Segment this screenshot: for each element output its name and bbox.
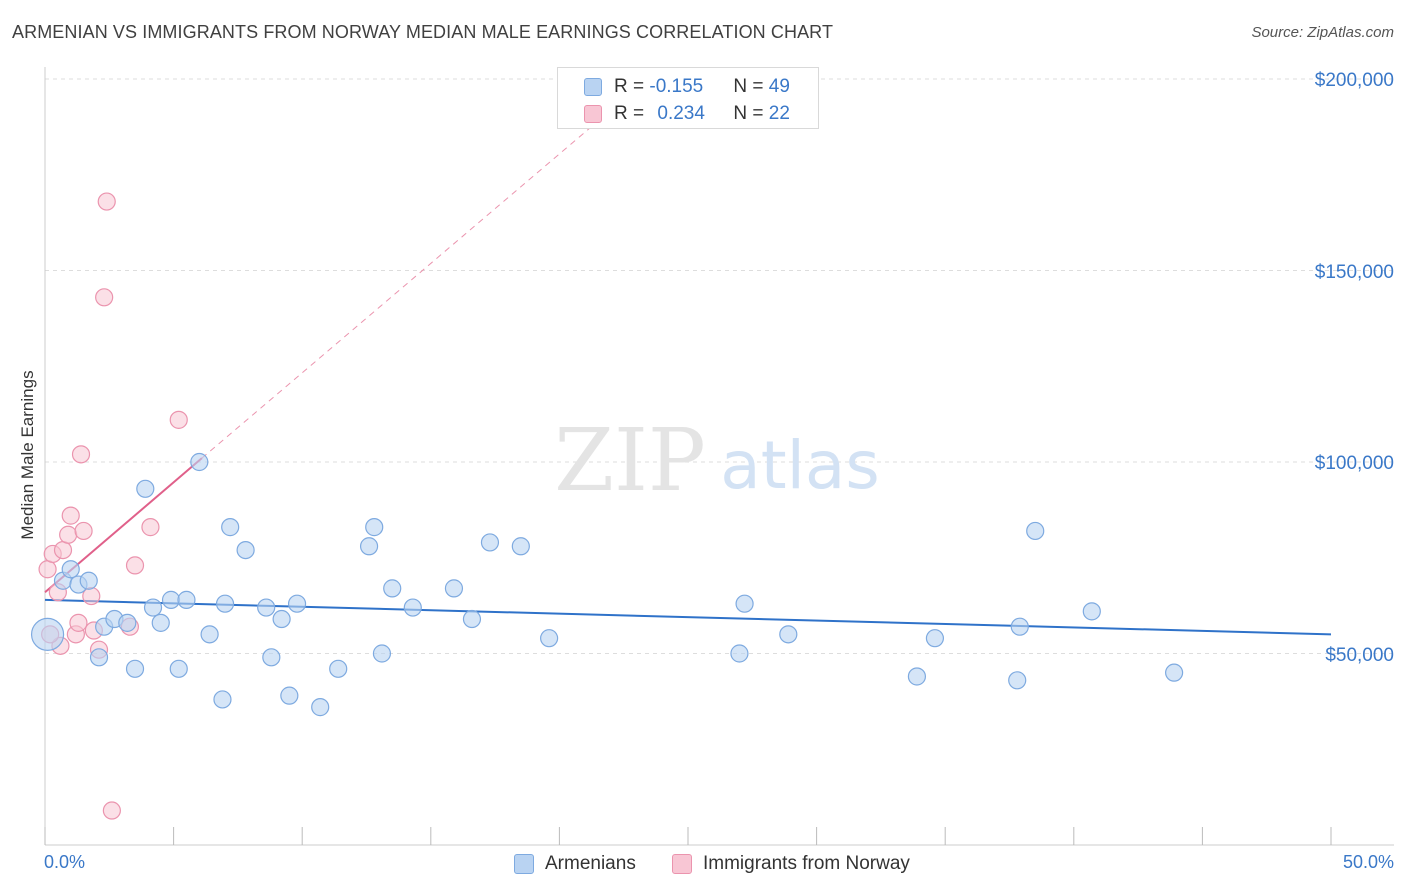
armenians-swatch — [584, 78, 602, 96]
norway-swatch — [584, 105, 602, 123]
bottom-legend-norway: Immigrants from Norway — [672, 851, 910, 877]
armenians-point — [143, 598, 163, 617]
armenians-point — [480, 533, 500, 552]
x-tick-label-min: 0.0% — [44, 852, 86, 872]
armenians-point — [79, 571, 98, 590]
y-tick-label-3: $200,000 — [1314, 70, 1394, 91]
y-tick-label-1: $100,000 — [1314, 453, 1394, 474]
norway-point — [95, 288, 114, 307]
armenians-point — [280, 686, 299, 705]
armenians-point — [403, 598, 422, 617]
data-points — [30, 192, 1184, 820]
armenians-point — [169, 659, 188, 678]
armenians-point — [30, 617, 65, 651]
armenians-point — [190, 452, 209, 472]
watermark-zip: ZIP — [554, 411, 706, 511]
armenians-point — [177, 590, 196, 609]
armenians-point — [125, 659, 145, 678]
norway-point — [97, 192, 116, 211]
norway-point — [102, 801, 121, 820]
armenians-point — [1026, 521, 1045, 541]
armenians-point — [136, 479, 155, 498]
x-tick-label-max: 50.0% — [1342, 852, 1394, 872]
armenians-point — [236, 540, 255, 560]
armenians-point — [540, 629, 559, 648]
norway-legend-swatch — [672, 854, 692, 874]
norway-point — [38, 560, 57, 579]
armenians-point — [907, 667, 927, 686]
armenians-point — [161, 590, 181, 609]
armenians-legend-swatch — [514, 854, 534, 874]
norway-legend-label: Immigrants from Norway — [703, 853, 910, 874]
norway-point — [61, 506, 80, 525]
armenians-point — [200, 625, 219, 644]
norway-point — [169, 410, 188, 429]
armenians-point — [215, 594, 235, 613]
norway-r-value: 0.234 — [657, 103, 705, 124]
legend-row-armenians: R = -0.155 N = 49 — [584, 75, 790, 99]
armenians-r-label: R = — [614, 76, 650, 97]
armenians-point — [735, 594, 754, 613]
armenians-point — [272, 609, 291, 629]
norway-r-label: R = — [614, 103, 650, 124]
armenians-point — [257, 598, 276, 617]
gridlines — [45, 78, 1394, 654]
y-tick-label-2: $150,000 — [1314, 261, 1394, 283]
norway-n-label: N = — [733, 103, 769, 124]
armenians-point — [118, 613, 137, 632]
armenians-point — [61, 560, 80, 579]
armenians-point — [311, 698, 330, 717]
norway-point — [71, 445, 91, 464]
armenians-legend-label: Armenians — [545, 853, 636, 874]
legend-row-norway: R = 0.234 N = 22 — [584, 102, 790, 126]
armenians-point — [462, 609, 482, 629]
norway-trend-extension — [201, 120, 599, 459]
armenians-point — [1165, 663, 1184, 682]
watermark-atlas: atlas — [720, 427, 880, 504]
watermark: ZIP atlas — [554, 411, 880, 511]
armenians-point — [779, 625, 798, 644]
armenians-n-value: 49 — [768, 76, 790, 97]
armenians-point — [444, 579, 464, 598]
armenians-point — [287, 594, 307, 613]
norway-point — [69, 613, 88, 632]
armenians-point — [329, 659, 348, 678]
armenians-point — [511, 537, 530, 556]
armenians-point — [151, 613, 170, 632]
armenians-r-value: -0.155 — [649, 76, 704, 97]
axes — [44, 67, 1394, 846]
source-label: Source: ZipAtlas.com — [1251, 24, 1394, 41]
armenians-trend-line — [44, 598, 1332, 636]
norway-point — [59, 525, 78, 544]
norway-point — [125, 556, 145, 575]
armenians-point — [730, 644, 749, 663]
armenians-point — [221, 518, 240, 537]
armenians-point — [262, 648, 281, 667]
correlation-legend: R = -0.155 N = 49 R = 0.234 N = 22 — [557, 67, 819, 129]
armenians-point — [89, 648, 109, 667]
armenians-point — [1082, 602, 1101, 621]
armenians-point — [925, 629, 945, 648]
armenians-n-label: N = — [733, 76, 769, 97]
norway-point — [141, 518, 160, 537]
chart-title: ARMENIAN VS IMMIGRANTS FROM NORWAY MEDIA… — [12, 22, 834, 42]
armenians-point — [383, 579, 402, 598]
y-tick-label-0: $50,000 — [1325, 644, 1394, 666]
trend-lines — [44, 120, 1332, 636]
norway-point — [74, 521, 93, 541]
armenians-point — [1010, 617, 1029, 636]
norway-point — [53, 540, 73, 560]
armenians-point — [372, 644, 392, 663]
bottom-legend-armenians: Armenians — [514, 851, 636, 877]
norway-n-value: 22 — [768, 103, 790, 124]
armenians-point — [359, 537, 379, 556]
armenians-point — [365, 518, 384, 537]
armenians-point — [213, 690, 232, 709]
armenians-point — [1008, 671, 1027, 690]
